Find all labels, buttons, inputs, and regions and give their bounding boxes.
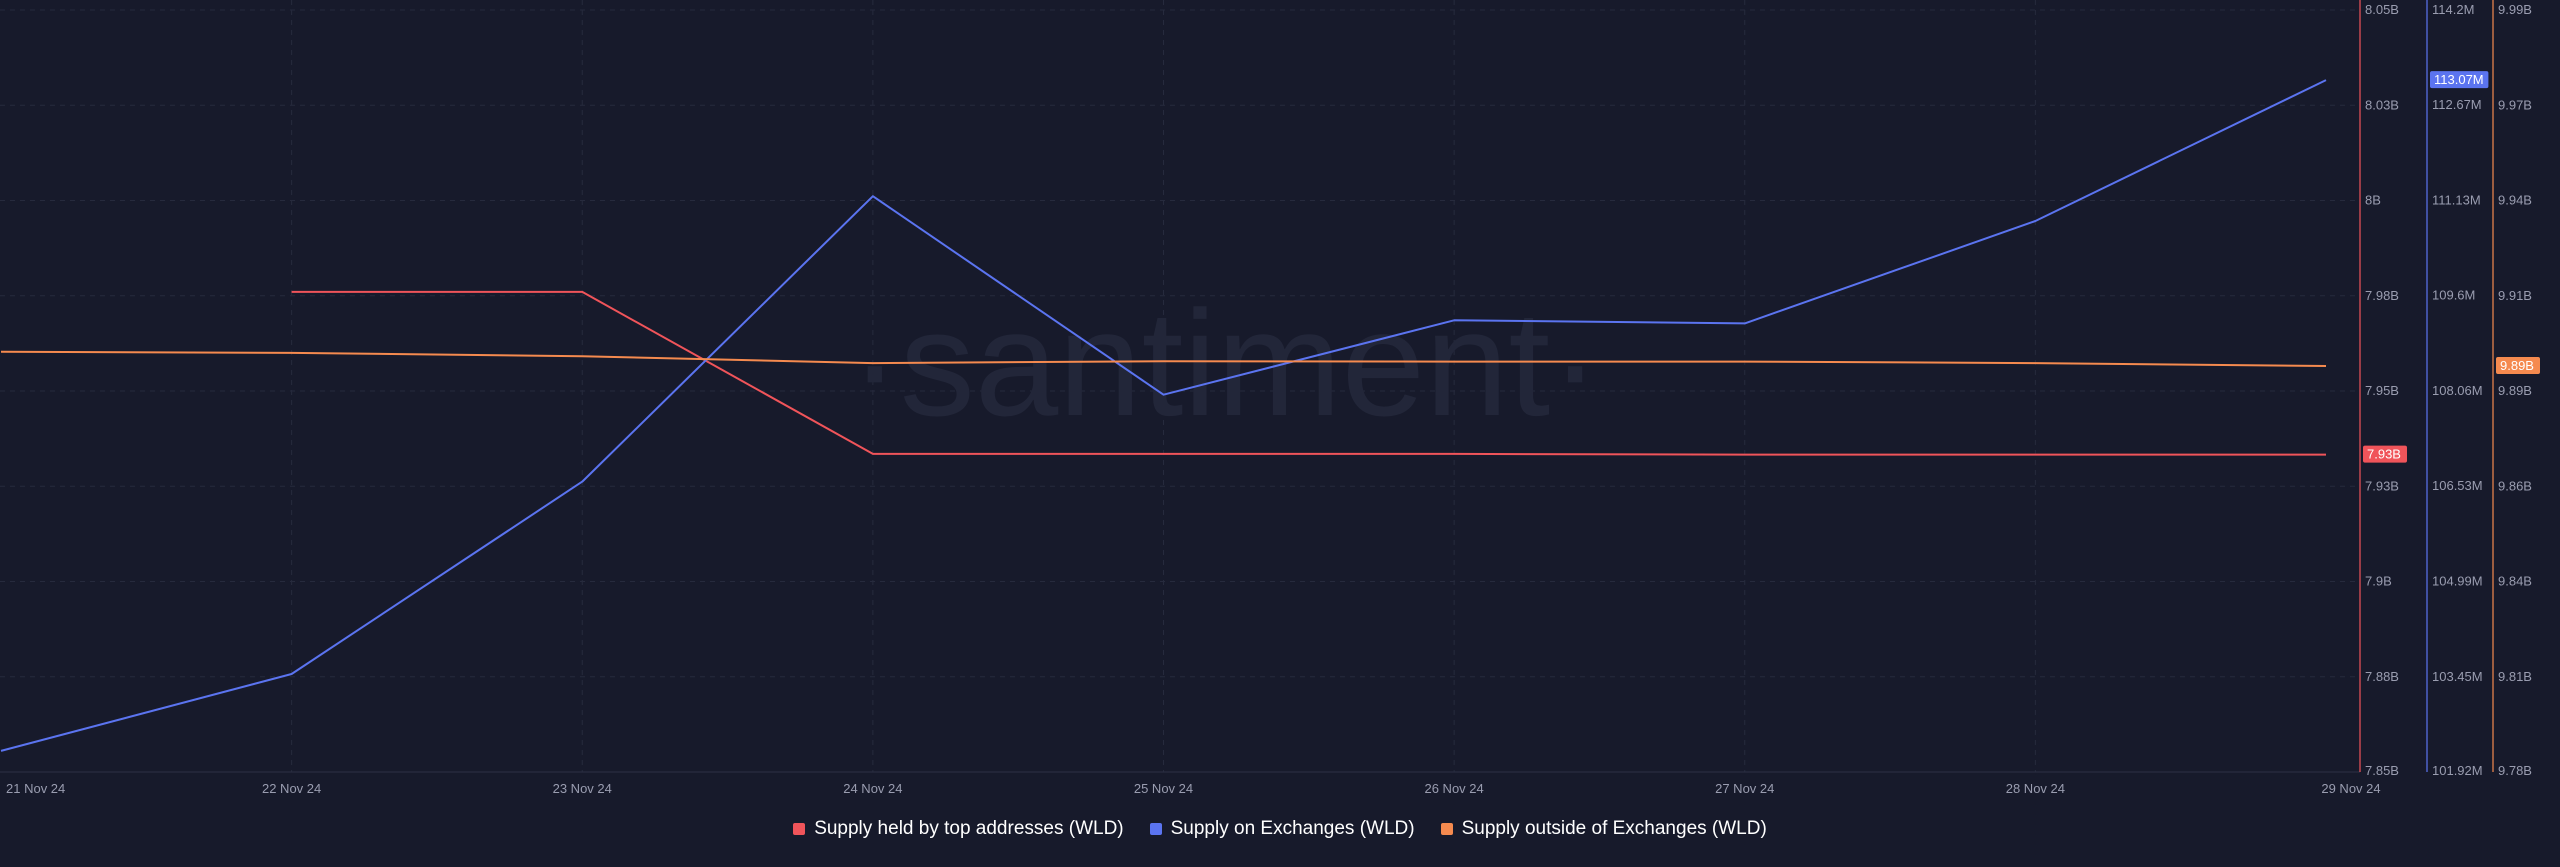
y-tick-label-top_addresses: 8.03B [2365, 97, 2399, 112]
current-value-badge-outside [2496, 356, 2540, 374]
x-tick-label: 26 Nov 24 [1424, 781, 1483, 796]
x-tick-label: 25 Nov 24 [1134, 781, 1193, 796]
y-tick-label-outside: 9.89B [2498, 383, 2532, 398]
x-tick-label: 29 Nov 24 [2321, 781, 2380, 796]
y-tick-label-exchanges: 114.2M [2432, 2, 2474, 17]
y-tick-label-exchanges: 106.53M [2432, 478, 2483, 493]
y-tick-label-exchanges: 103.45M [2432, 669, 2483, 684]
chart-legend: Supply held by top addresses (WLD) Suppl… [0, 818, 2560, 840]
y-tick-label-exchanges: 109.6M [2432, 287, 2475, 302]
current-value-badge-exchanges [2430, 71, 2489, 89]
y-tick-label-exchanges: 112.67M [2432, 97, 2482, 112]
current-value-label-outside: 9.89B [2500, 358, 2534, 373]
legend-label-top-addresses: Supply held by top addresses (WLD) [814, 818, 1124, 839]
legend-label-outside: Supply outside of Exchanges (WLD) [1461, 818, 1767, 839]
y-tick-label-outside: 9.86B [2498, 478, 2532, 493]
labels-layer: 21 Nov 24 22 Nov 24 23 Nov 24 24 Nov 24 25 N… [6, 2, 2540, 796]
series-line-top_addresses [291, 290, 2326, 456]
y-tick-label-exchanges: 111.13M [2432, 193, 2481, 208]
legend-label-exchanges: Supply on Exchanges (WLD) [1170, 818, 1415, 839]
lines-layer [0, 79, 2327, 752]
y-tick-label-outside: 9.91B [2498, 288, 2532, 303]
y-tick-label-top_addresses: 7.88B [2365, 669, 2399, 684]
y-tick-label-top_addresses: 7.98B [2365, 288, 2399, 303]
y-tick-label-outside: 9.94B [2498, 193, 2532, 208]
y-tick-label-outside: 9.99B [2498, 2, 2532, 17]
y-tick-label-top_addresses: 7.93B [2365, 478, 2399, 493]
series-line-exchanges [0, 79, 2327, 752]
x-tick-label: 28 Nov 24 [2006, 781, 2065, 796]
y-tick-label-outside: 9.78B [2498, 763, 2532, 778]
legend-item-exchanges[interactable]: Supply on Exchanges (WLD) [1149, 818, 1415, 840]
y-tick-label-top_addresses: 8.05B [2365, 2, 2399, 17]
legend-item-outside[interactable]: Supply outside of Exchanges (WLD) [1440, 818, 1767, 840]
y-tick-label-top_addresses: 8B [2365, 193, 2381, 208]
series-line-outside [0, 350, 2327, 367]
x-tick-label: 22 Nov 24 [262, 781, 321, 796]
legend-item-top-addresses[interactable]: Supply held by top addresses (WLD) [793, 818, 1124, 840]
current-value-label-top_addresses: 7.93B [2367, 447, 2401, 462]
x-tick-label: 23 Nov 24 [553, 781, 612, 796]
legend-swatch-exchanges [1149, 823, 1162, 835]
x-tick-label: 21 Nov 24 [6, 781, 65, 796]
x-tick-label: 24 Nov 24 [843, 781, 902, 796]
y-tick-label-outside: 9.81B [2498, 669, 2532, 684]
y-tick-label-top_addresses: 7.9B [2365, 574, 2392, 589]
y-tick-label-top_addresses: 7.95B [2365, 383, 2399, 398]
y-tick-label-exchanges: 101.92M [2432, 763, 2483, 778]
x-tick-label: 27 Nov 24 [1715, 781, 1774, 796]
current-value-badge-top_addresses [2363, 445, 2407, 463]
y-tick-label-outside: 9.97B [2498, 97, 2532, 112]
axes-layer [2359, 0, 2494, 772]
current-value-label-exchanges: 113.07M [2434, 72, 2484, 87]
y-tick-label-exchanges: 104.99M [2432, 574, 2483, 589]
legend-swatch-outside [1440, 823, 1453, 835]
y-tick-label-outside: 9.84B [2498, 574, 2532, 589]
legend-swatch-top-addresses [793, 823, 806, 835]
y-tick-label-top_addresses: 7.85B [2365, 763, 2399, 778]
y-tick-label-exchanges: 108.06M [2432, 383, 2483, 398]
